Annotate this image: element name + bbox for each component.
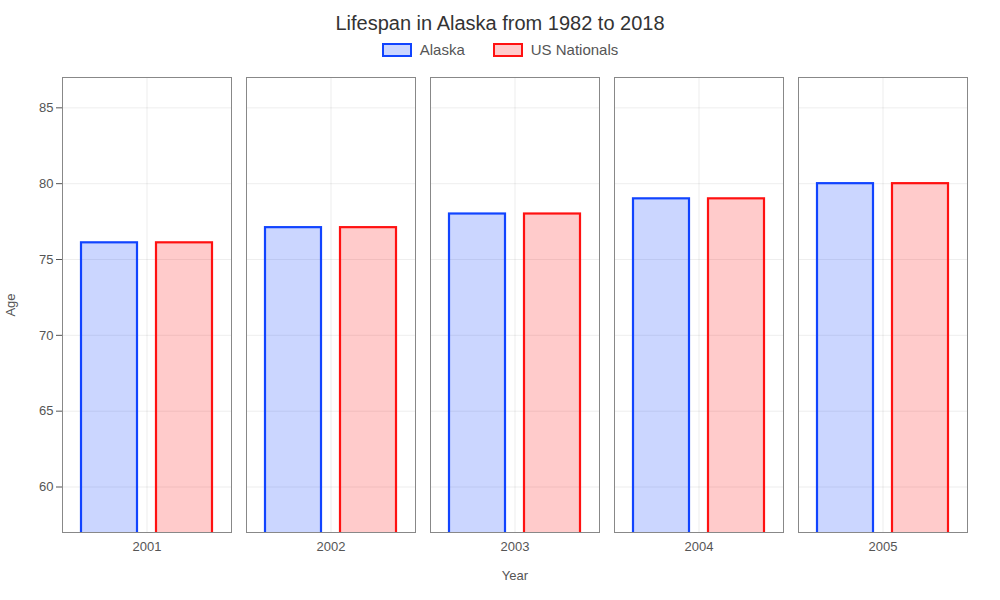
svg-text:2005: 2005 <box>869 539 898 554</box>
html-text:Lifespan in Alaska from 1982 t: Lifespan in Alaska from 1982 to 2018 <box>335 12 665 34</box>
svg-text:2004: 2004 <box>685 539 714 554</box>
svg-text:Year: Year <box>502 568 529 583</box>
svg-text:80: 80 <box>39 176 53 191</box>
svg-text:70: 70 <box>39 327 53 342</box>
html-text:Alaska: Alaska <box>419 41 465 58</box>
svg-text:60: 60 <box>39 479 53 494</box>
svg-text:75: 75 <box>39 252 53 267</box>
svg-text:85: 85 <box>39 100 53 115</box>
html-text:US Nationals: US Nationals <box>530 41 619 58</box>
svg-text:2002: 2002 <box>317 539 346 554</box>
svg-text:Age: Age <box>3 293 18 316</box>
svg-text:2001: 2001 <box>133 539 162 554</box>
svg-text:2003: 2003 <box>501 539 530 554</box>
svg-text:65: 65 <box>39 403 53 418</box>
